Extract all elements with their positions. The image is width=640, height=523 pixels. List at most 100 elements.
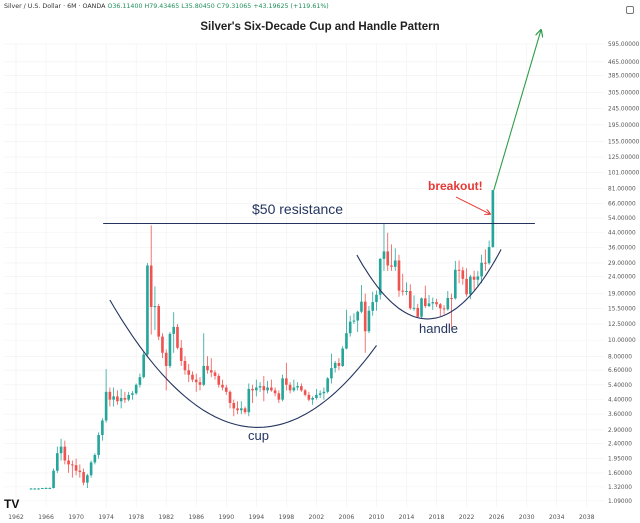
candle-body [236,408,239,411]
candle-body [431,302,435,304]
candle-up [142,351,145,379]
candle-down [457,260,461,284]
candle-up [89,460,93,478]
candle-body [221,384,224,388]
chart-header: Silver / U.S. Dollar · 6M · OANDA O36.11… [4,3,329,10]
time-axis[interactable]: 1962 1966 1970 1974 1978 1982 1986 1990 1994 1998… [8,514,595,521]
candle-body [209,370,213,373]
candle-down [251,384,254,403]
candle-down [288,382,292,394]
cup-label: cup [248,428,269,443]
y-tick-label: 1.95000 [608,457,632,463]
x-tick-label: 1970 [68,514,84,521]
candle-down [243,406,247,415]
candle-up [281,374,284,402]
candle-body [63,446,67,461]
candle-up [296,382,299,391]
candle-body [119,397,123,402]
candle-up [86,473,89,488]
candle-down [71,460,74,478]
candle-body [161,336,164,353]
x-tick-label: 1974 [98,514,114,521]
x-tick-label: 2010 [369,514,385,521]
candle-body [239,408,243,411]
candle-up [168,331,172,369]
candle-body [438,304,442,309]
candle-down [390,244,393,271]
y-tick-label: 8.00000 [608,354,632,360]
candle-body [48,487,52,489]
candle-body [307,394,311,400]
candle-down [337,358,341,371]
candle-body [476,276,480,280]
candle-down [206,356,209,374]
x-tick-label: 2022 [459,514,475,521]
candle-body [393,260,397,267]
x-tick-label: 1978 [128,514,144,521]
candle-body [390,265,393,267]
x-tick-label: 2026 [489,514,505,521]
candle-down [149,225,153,335]
candle-body [300,386,303,391]
candle-down [67,454,70,473]
candle-down [82,468,85,486]
candle-body [116,396,119,402]
candle-body [97,435,100,455]
candle-down [176,323,179,350]
candle-up [33,487,37,490]
candle-body [172,326,176,334]
candle-body [375,294,378,303]
price-axis[interactable]: 595.00000 465.00000 385.00000 305.00000 245.… [608,42,640,505]
candle-body [134,384,138,394]
candle-body [29,488,33,490]
candle-up [367,306,371,334]
x-tick-label: 2038 [579,514,595,521]
candle-body [183,360,187,371]
candle-down [270,379,273,392]
candles [29,189,495,490]
y-tick-label: 6.60000 [608,368,632,374]
y-tick-label: 44.00000 [608,231,636,237]
y-tick-label: 465.00000 [608,60,640,66]
candle-body [356,311,360,321]
symbol-label[interactable]: Silver / U.S. Dollar · 6M · OANDA [4,3,106,10]
candle-up [172,312,176,353]
candle-body [138,377,142,385]
candle-up [101,418,104,441]
candle-down [484,249,487,271]
candle-down [209,358,213,378]
candle-down [228,390,232,409]
candle-body [127,394,130,400]
candle-body [44,487,48,489]
y-tick-label: 10.00000 [608,338,636,344]
y-tick-label: 36.00000 [608,245,636,251]
candle-up [378,258,382,300]
candle-body [251,388,254,391]
candle-body [292,387,296,391]
candle-up [266,380,269,394]
candle-body [472,276,476,280]
candle-body [198,382,202,385]
candle-body [131,393,134,395]
candle-body [405,290,408,292]
candle-body [382,251,386,259]
settings-icon[interactable] [626,6,634,14]
tradingview-logo[interactable]: TV [4,497,20,511]
candle-body [427,303,431,307]
candle-body [146,265,149,355]
candle-up [146,262,149,357]
candle-up [330,353,333,384]
candle-body [206,365,209,371]
candle-body [412,307,416,309]
x-tick-label: 2014 [399,514,415,521]
candle-up [341,346,344,368]
candle-down [191,371,194,383]
candle-body [149,265,153,307]
candle-up [348,315,352,337]
candle-body [408,290,412,309]
candle-body [315,394,318,398]
candle-body [142,354,145,378]
candle-body [213,372,217,376]
candle-down [116,390,119,405]
